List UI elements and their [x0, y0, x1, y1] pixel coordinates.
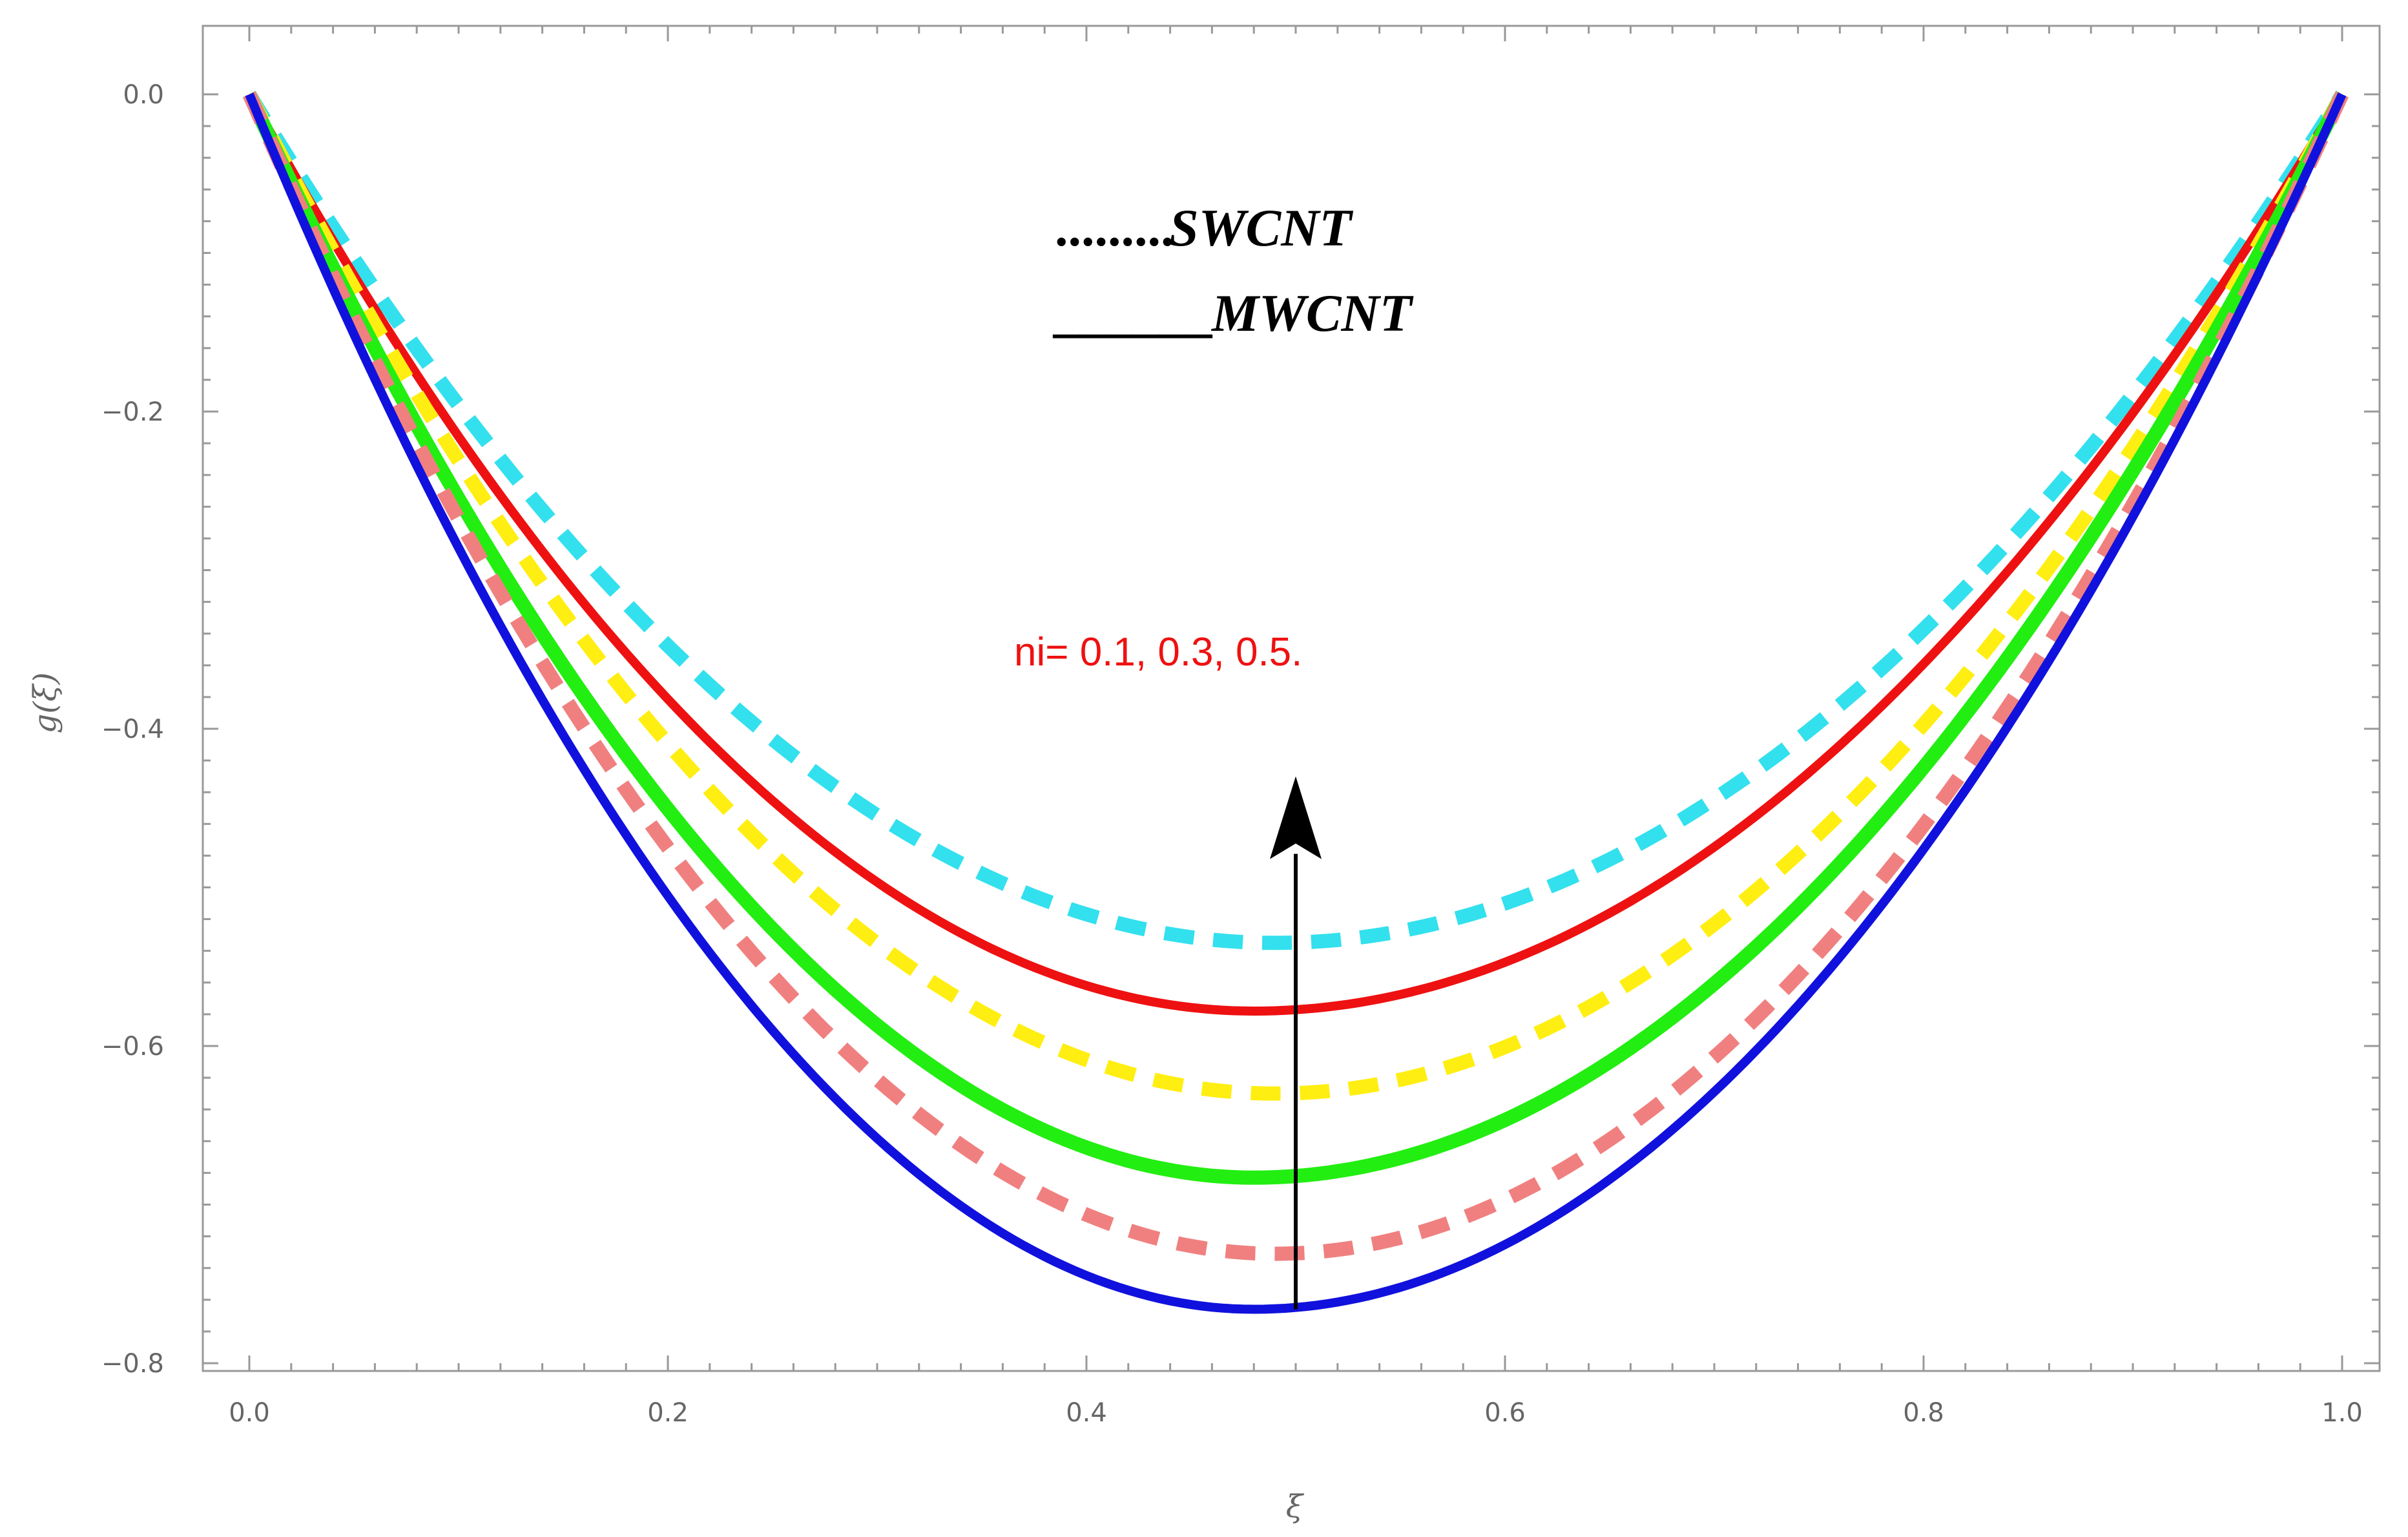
legend-swcnt-marker: .........	[1057, 198, 1176, 257]
annotation-arrow	[1270, 776, 1322, 1310]
y-tick-label: −0.8	[101, 1349, 164, 1379]
legend-swcnt-label: SWCNT	[1169, 198, 1353, 257]
arrow-head	[1270, 776, 1322, 859]
x-tick-label: 0.4	[1066, 1398, 1107, 1428]
plot-frame	[202, 25, 2381, 1372]
x-tick-label: 0.2	[647, 1398, 689, 1428]
x-tick-label: 1.0	[2321, 1398, 2363, 1428]
plot-border	[202, 25, 2381, 1372]
x-axis-title: ξ	[1286, 1489, 1305, 1525]
series-line	[243, 90, 2349, 1101]
x-tick-label: 0.8	[1903, 1398, 1944, 1428]
y-axis-title: g(ξ)	[27, 673, 63, 734]
parameter-annotation: ni= 0.1, 0.3, 0.5.	[1014, 630, 1302, 674]
x-tick-label: 0.0	[229, 1398, 270, 1428]
y-tick-label: −0.4	[101, 715, 164, 744]
axis-ticks: 0.0 0.2 0.4 0.6 0.8 1.0 0.0 −0.2 −0.4 −0.6 −0.8	[101, 26, 2380, 1428]
series-line	[243, 90, 2349, 950]
y-tick-label: 0.0	[123, 80, 164, 110]
legend-mwcnt-marker: ______	[1052, 284, 1216, 342]
x-tick-label: 0.6	[1484, 1398, 1526, 1428]
legend-mwcnt-label: MWCNT	[1210, 284, 1414, 342]
y-tick-label: −0.2	[101, 397, 164, 427]
y-tick-label: −0.6	[101, 1032, 164, 1061]
